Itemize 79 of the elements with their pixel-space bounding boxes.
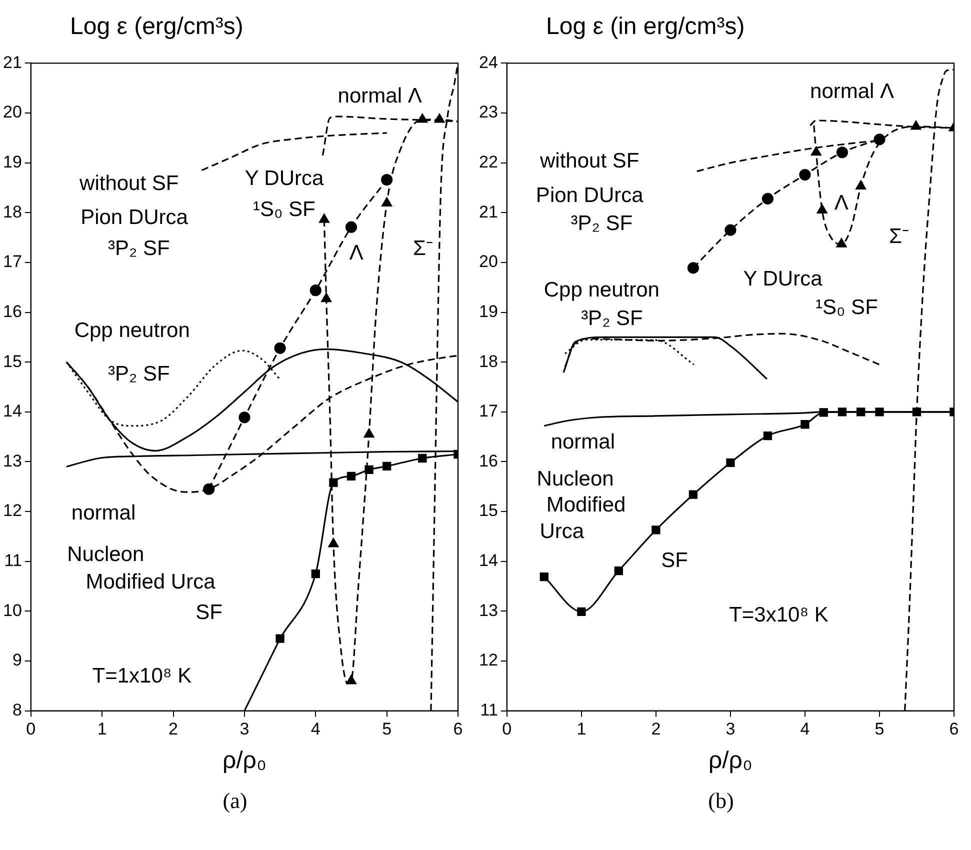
x-tick-label: 1 <box>576 720 586 739</box>
y-tick-label: 14 <box>2 402 22 421</box>
y-tick-label: 20 <box>478 252 498 272</box>
y-tick-label: 16 <box>2 302 22 321</box>
annotation: Cpp neutron <box>74 319 190 342</box>
y-tick-label: 17 <box>478 402 498 421</box>
y-tick-label: 21 <box>2 52 22 72</box>
x-tick-label: 5 <box>382 720 392 739</box>
y-tick-label: 10 <box>2 600 22 620</box>
x-tick-label: 1 <box>97 720 107 739</box>
annotation: ³P₂ SF <box>108 236 170 260</box>
annotation: Nucleon <box>536 467 614 490</box>
y-tick-label: 21 <box>478 202 498 222</box>
annotation: normal Λ <box>338 84 422 108</box>
x-tick-label: 4 <box>310 720 320 739</box>
y-tick-label: 19 <box>478 302 498 321</box>
y-tick-label: 18 <box>2 202 22 222</box>
annotation: Cpp neutron <box>544 278 660 302</box>
annotation: Modified <box>546 493 626 516</box>
x-tick-label: 2 <box>651 720 661 739</box>
y-tick-label: 15 <box>478 501 498 520</box>
y-tick-label: 14 <box>478 551 498 570</box>
y-tick-label: 11 <box>480 700 498 720</box>
annotation: T=3x10⁸ K <box>729 603 828 626</box>
y-tick-label: 8 <box>12 700 22 720</box>
annotation: normal <box>550 430 616 454</box>
x-tick-label: 6 <box>453 720 463 739</box>
annotation: without SF <box>539 149 640 172</box>
x-tick-label: 0 <box>502 720 512 739</box>
annotation: normal <box>71 502 136 525</box>
text: (b) <box>707 788 735 814</box>
y-tick-label: 13 <box>478 600 498 620</box>
x-tick-label: 5 <box>874 720 884 739</box>
y-tick-label: 17 <box>2 252 22 272</box>
text: (a) <box>222 788 248 814</box>
y-axis-title: Log ε (erg/cm³s) <box>69 12 244 42</box>
annotation: ³P₂ SF <box>581 306 643 330</box>
y-tick-label: 12 <box>2 501 22 520</box>
annotation: Λ <box>834 192 848 215</box>
annotation: ¹S₀ SF <box>252 198 316 221</box>
y-tick-label: 9 <box>12 650 22 670</box>
y-tick-label: 20 <box>2 102 22 122</box>
annotation: Pion DUrca <box>536 184 644 207</box>
annotation: Nucleon <box>67 543 144 566</box>
x-tick-label: 6 <box>949 720 959 739</box>
annotation: normal Λ <box>810 80 894 104</box>
y-tick-label: 12 <box>478 650 498 670</box>
y-tick-label: 23 <box>478 102 498 122</box>
x-tick-label: 0 <box>26 720 36 739</box>
annotation: SF <box>661 549 688 572</box>
annotation: Σ⁻ <box>412 236 433 260</box>
annotation: Y DUrca <box>743 267 823 290</box>
x-tick-label: 3 <box>726 720 736 739</box>
annotation: ³P₂ SF <box>108 362 170 386</box>
annotation: without SF <box>78 172 179 196</box>
x-axis-title: ρ/ρ₀ <box>222 747 266 774</box>
x-tick-label: 2 <box>168 720 178 739</box>
y-tick-label: 24 <box>478 52 498 72</box>
x-tick-label: 4 <box>800 720 810 739</box>
y-tick-label: 13 <box>2 451 22 470</box>
y-tick-label: 16 <box>478 451 498 470</box>
x-axis-title: ρ/ρ₀ <box>708 747 752 774</box>
y-tick-label: 15 <box>2 352 22 371</box>
annotation: SF <box>196 600 222 624</box>
annotation: Σ⁻ <box>889 225 909 248</box>
y-tick-label: 11 <box>4 551 22 570</box>
y-tick-label: 18 <box>478 352 498 371</box>
annotation: Λ <box>349 241 364 264</box>
y-tick-label: 19 <box>2 152 22 172</box>
annotation: ¹S₀ SF <box>816 296 878 319</box>
annotation: Urca <box>540 520 584 543</box>
y-axis-title: Log ε (in erg/cm³s) <box>545 12 745 42</box>
annotation: Modified Urca <box>86 570 216 594</box>
annotation: ³P₂ SF <box>570 212 633 236</box>
x-tick-label: 3 <box>240 720 250 739</box>
annotation: Pion DUrca <box>80 206 188 229</box>
annotation: Y DUrca <box>244 166 324 190</box>
y-tick-label: 22 <box>478 152 498 172</box>
annotation: T=1x10⁸ K <box>92 664 192 688</box>
